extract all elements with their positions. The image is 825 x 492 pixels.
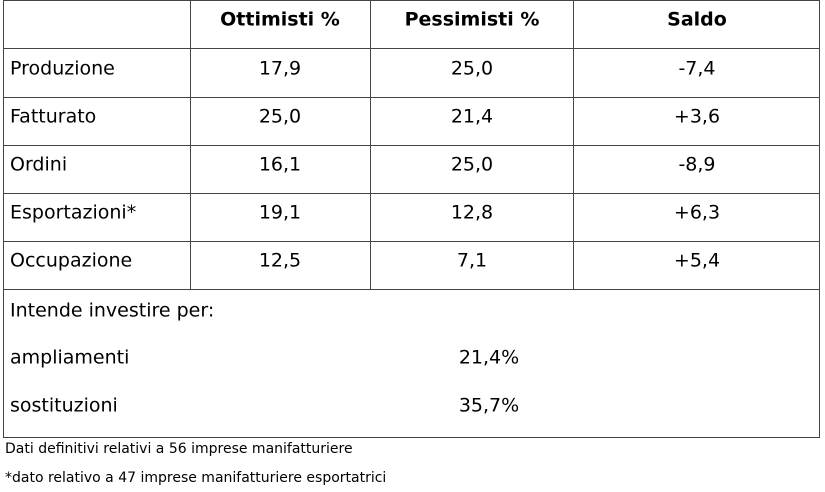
row-label: Fatturato: [10, 106, 96, 128]
cell: 21,4: [451, 106, 493, 128]
cell: -8,9: [678, 154, 715, 176]
cell: 17,9: [259, 58, 301, 80]
cell: 25,0: [451, 58, 493, 80]
header-cell: Ottimisti %: [220, 9, 340, 31]
cell: -7,4: [678, 58, 715, 80]
cell: +3,6: [674, 106, 720, 128]
investment-label: ampliamenti: [10, 347, 129, 369]
investment-value: 35,7%: [459, 395, 519, 417]
investment-value: 21,4%: [459, 347, 519, 369]
investment-label: sostituzioni: [10, 395, 118, 417]
row-label: Produzione: [10, 58, 115, 80]
table-border: [3, 0, 820, 438]
cell: 12,8: [451, 202, 493, 224]
footnote: Dati definitivi relativi a 56 imprese ma…: [5, 441, 353, 457]
row-label: Esportazioni*: [10, 202, 136, 224]
row-label: Occupazione: [10, 250, 132, 272]
cell: 19,1: [259, 202, 301, 224]
row-label: Ordini: [10, 154, 67, 176]
header-cell: Saldo: [667, 9, 727, 31]
cell: 7,1: [457, 250, 487, 272]
header-cell: Pessimisti %: [405, 9, 540, 31]
footnote: *dato relativo a 47 imprese manifatturie…: [5, 470, 386, 486]
cell: +5,4: [674, 250, 720, 272]
investments-title: Intende investire per:: [10, 300, 214, 322]
cell: +6,3: [674, 202, 720, 224]
cell: 25,0: [259, 106, 301, 128]
cell: 25,0: [451, 154, 493, 176]
cell: 16,1: [259, 154, 301, 176]
cell: 12,5: [259, 250, 301, 272]
